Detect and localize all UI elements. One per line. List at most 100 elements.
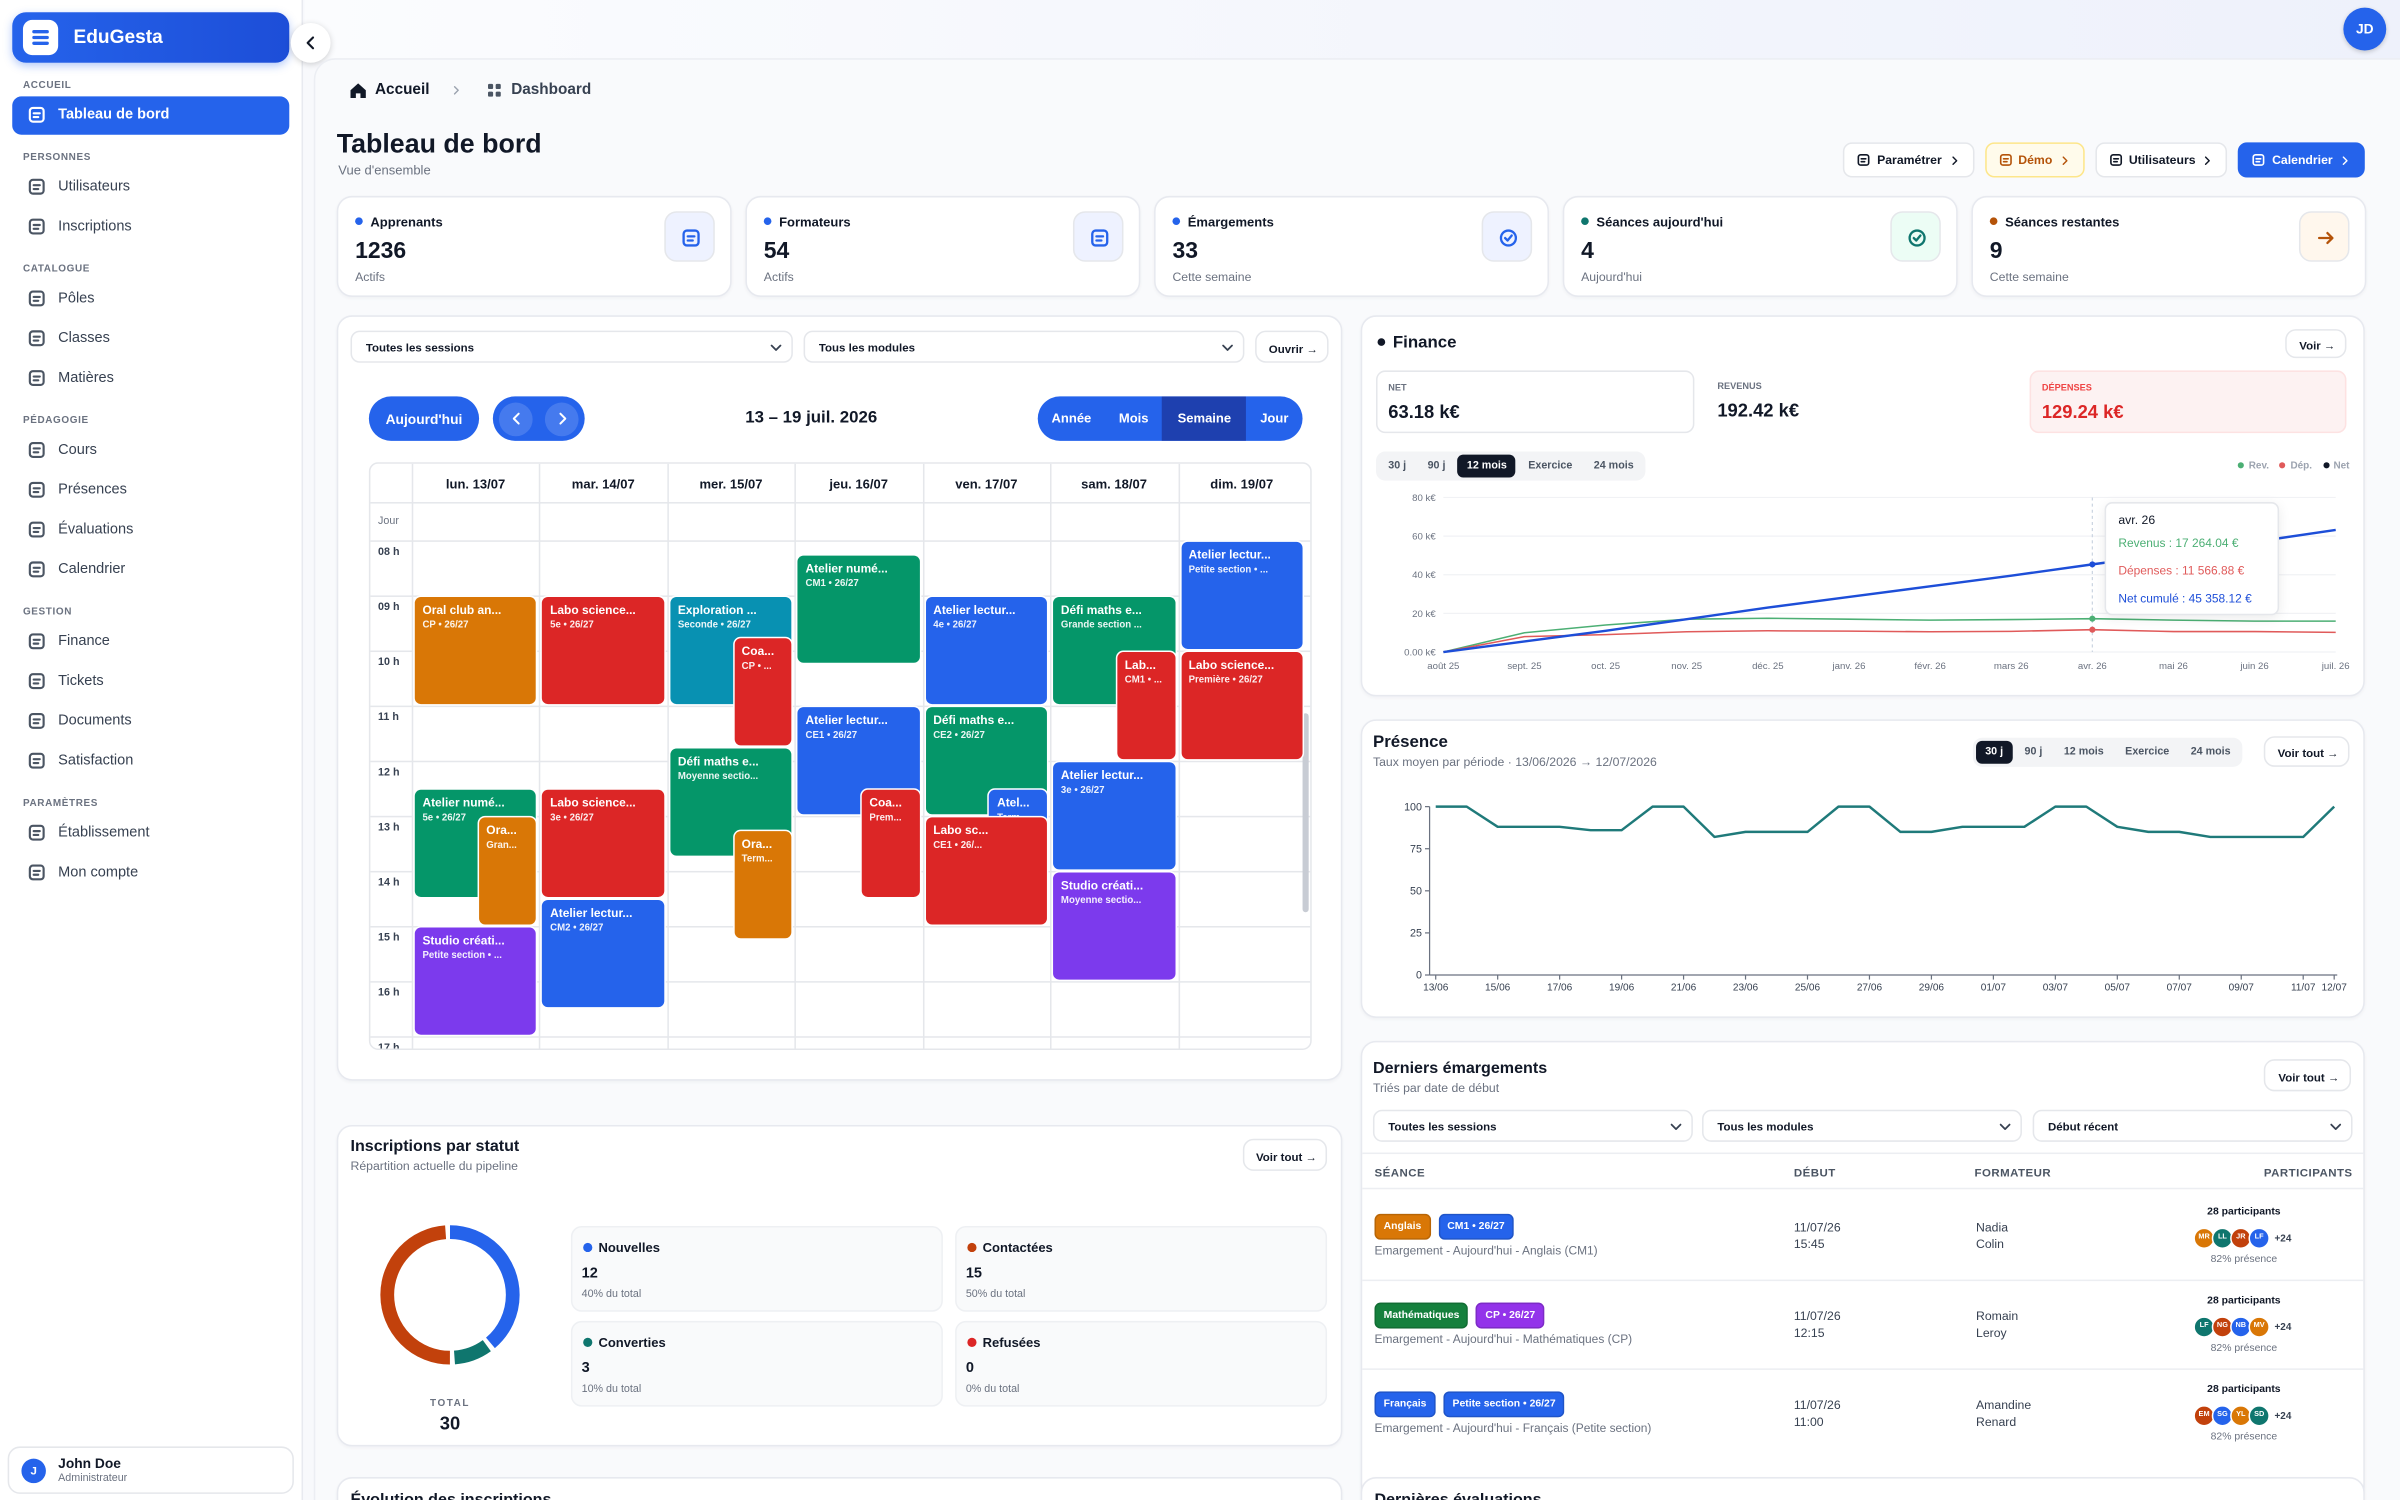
link-button[interactable]: Ouvrir → (1255, 330, 1329, 363)
view-option[interactable]: Semaine (1162, 396, 1247, 441)
calendar-event[interactable]: Studio créati... Moyenne sectio... (1053, 872, 1175, 980)
grid-icon (488, 91, 494, 97)
select[interactable]: Toutes les sessions (1372, 1109, 1693, 1142)
header-button[interactable]: Calendrier (2238, 142, 2365, 178)
x-tick-label: 17/06 (1547, 982, 1573, 993)
calendar-event[interactable]: Labo science... Première • 26/27 (1180, 652, 1303, 760)
nav-label: Pôles (58, 290, 95, 307)
nav-item[interactable]: Présences (12, 471, 289, 509)
hover-point (2089, 615, 2096, 622)
day-header: mar. 14/07 (571, 475, 635, 491)
calendar-event[interactable]: Atelier lectur... CE1 • 26/27 (797, 707, 920, 815)
tab[interactable]: 90 j (2024, 746, 2043, 758)
glyph (2002, 157, 2009, 163)
nav-label: Matières (58, 369, 114, 387)
calendar-event[interactable]: Défi maths e... Moyenne sectio... (670, 748, 792, 856)
calendar-event[interactable]: Atelier lectur... 4e • 26/27 (925, 596, 1048, 705)
table-divider (1362, 1152, 2364, 1155)
nav-arrow[interactable] (498, 401, 533, 436)
tab[interactable]: 24 mois (2190, 746, 2231, 758)
brand[interactable]: EduGesta (12, 12, 290, 63)
nav-item[interactable]: Mon compte (12, 853, 289, 891)
nav-item[interactable]: Pôles (12, 279, 289, 317)
calendar-event[interactable]: Atelier lectur... Petite section • ... (1180, 541, 1303, 649)
link-button[interactable]: Voir tout → (2263, 736, 2350, 767)
view-option[interactable]: Mois (1118, 410, 1149, 426)
nav-item[interactable]: Matières (12, 359, 289, 397)
calendar-event[interactable]: Labo science... 5e • 26/27 (542, 596, 665, 705)
nav-item[interactable]: Utilisateurs (12, 168, 289, 206)
glyph (28, 824, 45, 841)
tab[interactable]: 24 mois (1593, 460, 1634, 472)
glyph (32, 758, 41, 765)
breadcrumb-item[interactable]: Accueil (374, 81, 430, 99)
nav-item[interactable]: Cours (12, 431, 289, 469)
nav-arrow[interactable] (544, 401, 579, 436)
nav-item[interactable]: Satisfaction (12, 742, 289, 780)
donut-segment (380, 1225, 520, 1365)
status-dot (967, 1337, 977, 1347)
tab[interactable]: Exercice (2125, 746, 2170, 758)
nav-item[interactable]: Tickets (12, 662, 289, 700)
calendar-event[interactable]: Labo sc... CE1 • 26/... (925, 817, 1048, 925)
glyph (28, 106, 45, 123)
event-subtitle: CM1 • 26/27 (805, 578, 859, 590)
link-button[interactable]: Voir tout → (2263, 1059, 2352, 1092)
calendar-event[interactable]: Atelier lectur... 3e • 26/27 (1053, 762, 1175, 870)
day-header: jeu. 16/07 (829, 475, 888, 491)
hour-label: 15 h (378, 932, 400, 944)
tab[interactable]: 12 mois (1457, 454, 1516, 478)
nav-item[interactable]: Établissement (12, 814, 289, 852)
nav-label: Cours (58, 441, 97, 459)
select[interactable]: Début récent (2032, 1109, 2353, 1142)
calendar-event[interactable]: Lab... CM1 • ... (1117, 652, 1175, 760)
header-button[interactable]: Paramétrer (1843, 142, 1974, 178)
nav-item[interactable]: Tableau de bord (12, 95, 290, 134)
view-option[interactable]: Jour (1260, 410, 1289, 426)
header-button[interactable]: Démo (1984, 142, 2085, 178)
nav-item[interactable]: Calendrier (12, 550, 289, 588)
tab[interactable]: 12 mois (2063, 746, 2104, 758)
link-label: Voir tout → (1255, 1149, 1317, 1164)
x-tick-label: juil. 26 (2321, 661, 2350, 672)
nav-item[interactable]: Classes (12, 319, 289, 357)
calendar-event[interactable]: Oral club an... CP • 26/27 (414, 596, 537, 705)
event-subtitle: CP • 26/27 (422, 619, 469, 631)
link-button[interactable]: Voir → (2285, 329, 2347, 359)
profile-avatar[interactable]: JD (2343, 7, 2387, 51)
collapse-button[interactable] (290, 22, 331, 63)
tab[interactable]: Exercice (1528, 460, 1573, 472)
calendar-event[interactable]: Atelier numé... CM1 • 26/27 (797, 555, 920, 663)
nav-item[interactable]: Inscriptions (12, 207, 289, 245)
nav-item[interactable]: Finance (12, 622, 289, 660)
header-button[interactable]: Utilisateurs (2095, 142, 2228, 178)
view-option[interactable]: Année (1051, 410, 1092, 426)
select[interactable]: Tous les modules (1702, 1109, 2022, 1142)
calendar-event[interactable]: Labo science... 3e • 26/27 (542, 789, 665, 897)
user-card[interactable]: J John Doe Administrateur (7, 1446, 294, 1494)
calendar-event[interactable]: Coa... CP • ... (734, 638, 792, 746)
participant-avatar: MV (2248, 1316, 2270, 1338)
status-share: 50% du total (965, 1289, 1026, 1301)
calendar-event[interactable]: Atelier lectur... CM2 • 26/27 (542, 899, 665, 1008)
kpi-dot (355, 217, 363, 225)
link-button[interactable]: Voir tout → (1242, 1138, 1328, 1171)
calendar-event[interactable]: Ora... Term... (734, 831, 792, 939)
tab[interactable]: 90 j (1427, 460, 1446, 472)
select[interactable]: Toutes les sessions (350, 330, 793, 363)
column-header: FORMATEUR (1974, 1165, 2052, 1180)
calendar-event[interactable]: Coa... Prem... (861, 789, 920, 897)
select[interactable]: Tous les modules (803, 330, 1245, 363)
today-button[interactable]: Aujourd'hui (368, 396, 480, 441)
calendar-event[interactable]: Studio créati... Petite section • ... (414, 927, 537, 1035)
x-tick-label: avr. 26 (2078, 661, 2107, 672)
calendar-event[interactable]: Ora... Gran... (478, 817, 537, 925)
nav-item[interactable]: Évaluations (12, 510, 289, 548)
nav-item[interactable]: Documents (12, 702, 289, 740)
select-label: Toutes les sessions (1388, 1119, 1497, 1134)
event-title: Labo science... (1188, 658, 1275, 672)
day-divider (539, 463, 541, 1049)
hour-line (370, 870, 1311, 873)
tab[interactable]: 30 j (1388, 460, 1407, 472)
tab[interactable]: 30 j (1976, 740, 2013, 764)
